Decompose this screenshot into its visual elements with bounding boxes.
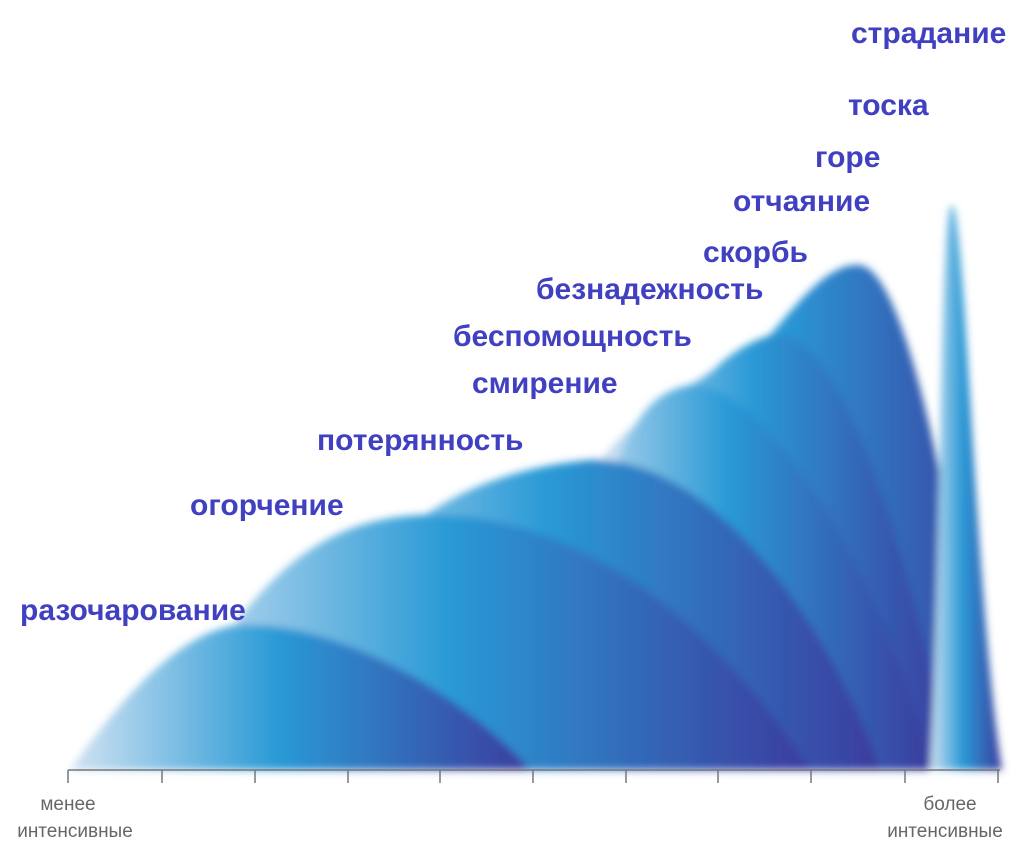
axis-label: интенсивные: [17, 821, 133, 842]
spike: [930, 204, 1002, 770]
emotion-label: страдание: [851, 17, 1006, 50]
axis: [67, 769, 1000, 783]
axis-label: более: [923, 794, 976, 815]
axis-labels: менее интенсивные более интенсивные: [17, 794, 1003, 842]
emotion-label: отчаяние: [733, 185, 870, 218]
emotion-label: безнадежность: [536, 273, 763, 306]
hills: [70, 204, 1002, 770]
emotion-label: огорчение: [190, 489, 344, 522]
hill: [70, 624, 530, 770]
emotion-label: смирение: [472, 367, 618, 400]
labels: разочарование огорчение потерянность сми…: [20, 17, 1006, 627]
emotion-label: тоска: [848, 89, 929, 122]
emotion-label: горе: [815, 141, 880, 174]
emotion-label: разочарование: [20, 594, 246, 627]
axis-label: менее: [40, 794, 95, 815]
emotion-label: скорбь: [703, 236, 808, 269]
emotion-label: беспомощность: [453, 320, 692, 353]
emotion-label: потерянность: [317, 424, 524, 457]
axis-label: интенсивные: [887, 821, 1003, 842]
